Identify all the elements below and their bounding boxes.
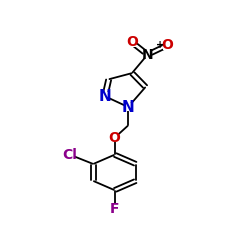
Text: N: N bbox=[98, 89, 111, 104]
Text: Cl: Cl bbox=[62, 148, 78, 162]
FancyBboxPatch shape bbox=[144, 50, 151, 59]
Text: N: N bbox=[142, 48, 153, 62]
FancyBboxPatch shape bbox=[128, 38, 136, 46]
FancyBboxPatch shape bbox=[111, 134, 118, 142]
Text: F: F bbox=[110, 202, 119, 216]
FancyBboxPatch shape bbox=[124, 103, 132, 111]
FancyBboxPatch shape bbox=[163, 41, 170, 50]
FancyBboxPatch shape bbox=[101, 92, 108, 100]
Text: O: O bbox=[108, 131, 120, 145]
FancyBboxPatch shape bbox=[65, 150, 75, 159]
Text: +: + bbox=[156, 40, 164, 50]
Text: O: O bbox=[126, 35, 138, 49]
Text: O: O bbox=[161, 38, 173, 52]
Text: N: N bbox=[122, 100, 134, 114]
FancyBboxPatch shape bbox=[111, 204, 118, 213]
